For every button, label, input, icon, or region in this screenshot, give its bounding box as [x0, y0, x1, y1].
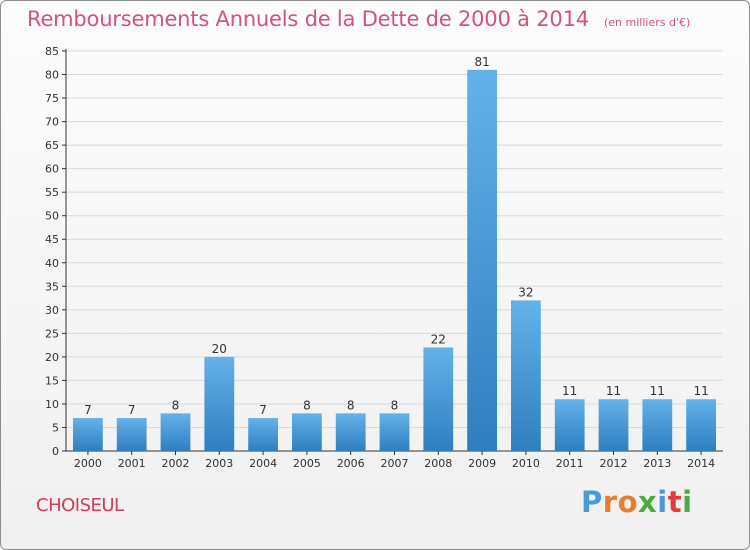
bar-2009: [467, 69, 497, 451]
logo-letter: x: [638, 485, 658, 519]
x-tick-label-2003: 2003: [205, 457, 233, 470]
value-label-2008: 22: [431, 332, 446, 346]
y-tick-label: 40: [45, 257, 59, 270]
y-tick-label: 75: [45, 92, 59, 105]
x-tick-label-2005: 2005: [293, 457, 321, 470]
bar-2002: [160, 413, 191, 451]
bar-2004: [248, 418, 278, 451]
value-label-2003: 20: [212, 342, 227, 356]
bar-2008: [423, 347, 454, 451]
x-tick-labels: 2000 2001 2002 2003 2004 2005 2006 2007 2008 2009…: [74, 457, 715, 470]
x-tick-label-2002: 2002: [162, 457, 190, 470]
x-tick-label-2012: 2012: [600, 457, 628, 470]
bar-2005: [292, 413, 322, 451]
value-label-2013: 11: [650, 384, 665, 398]
logo-letter: P: [581, 485, 603, 519]
logo-letter: o: [617, 485, 639, 519]
x-tick-label-2006: 2006: [337, 457, 365, 470]
y-tick-label: 50: [45, 210, 59, 223]
bars: [73, 69, 716, 451]
x-tick-label-2004: 2004: [249, 457, 277, 470]
logo-letter: t: [667, 485, 683, 519]
chart-unit: (en milliers d'€): [604, 16, 691, 29]
value-label-2005: 8: [303, 398, 311, 412]
y-tick-label: 25: [45, 327, 59, 340]
value-label-2002: 8: [172, 398, 180, 412]
logo-letter: i: [657, 485, 668, 519]
commune-name: CHOISEUL: [36, 495, 124, 516]
x-tick-label-2010: 2010: [512, 457, 540, 470]
value-label-2010: 32: [518, 285, 533, 299]
y-tick-label: 60: [45, 163, 59, 176]
x-tick-label-2011: 2011: [556, 457, 584, 470]
logo-letter: i: [682, 485, 693, 519]
y-tick-label: 5: [52, 421, 59, 434]
x-tick-label-2000: 2000: [74, 457, 102, 470]
value-label-2014: 11: [693, 384, 708, 398]
y-tick-label: 0: [52, 445, 59, 458]
bar-2012: [598, 399, 629, 451]
bar-2011: [554, 399, 585, 451]
value-label-2011: 11: [562, 384, 577, 398]
bar-2001: [116, 418, 147, 451]
x-tick-label-2014: 2014: [687, 457, 715, 470]
value-label-2009: 81: [474, 55, 489, 69]
bar-2003: [204, 356, 235, 451]
y-tick-label: 55: [45, 186, 59, 199]
value-label-2012: 11: [606, 384, 621, 398]
gridlines: [66, 50, 723, 428]
value-label-2000: 7: [84, 403, 92, 417]
bar-2000: [73, 418, 103, 451]
x-tick-label-2009: 2009: [468, 457, 496, 470]
bar-2007: [379, 413, 410, 451]
x-tick-label-2013: 2013: [643, 457, 671, 470]
y-tick-label: 65: [45, 139, 59, 152]
logo-letter: r: [602, 485, 618, 519]
y-tick-labels: 0 5 10 15 20 25 30 35 40 45 50 55 60 65 70 75 80 85: [45, 45, 59, 458]
x-tick-label-2007: 2007: [381, 457, 409, 470]
y-tick-label: 20: [45, 351, 59, 364]
y-tick-label: 80: [45, 69, 59, 82]
proxiti-logo: Proxiti: [581, 485, 711, 525]
chart-title: Remboursements Annuels de la Dette de 20…: [27, 7, 589, 31]
chart-title-row: Remboursements Annuels de la Dette de 20…: [27, 7, 727, 41]
y-tick-label: 10: [45, 398, 59, 411]
axes: [62, 49, 723, 455]
y-tick-label: 15: [45, 374, 59, 387]
y-tick-label: 35: [45, 280, 59, 293]
bar-2006: [335, 413, 366, 451]
value-label-2001: 7: [128, 403, 136, 417]
value-label-2007: 8: [391, 398, 399, 412]
value-labels: 7 7 8 20 7 8 8 8 22 81 32 11 11 11 11: [84, 55, 709, 417]
value-label-2006: 8: [347, 398, 355, 412]
bar-2013: [642, 399, 673, 451]
y-tick-label: 30: [45, 304, 59, 317]
bar-2014: [686, 399, 716, 451]
value-label-2004: 7: [259, 403, 267, 417]
x-tick-label-2001: 2001: [118, 457, 146, 470]
y-tick-label: 45: [45, 233, 59, 246]
y-tick-label: 70: [45, 116, 59, 129]
bar-2010: [511, 300, 541, 451]
x-tick-label-2008: 2008: [424, 457, 452, 470]
y-tick-label: 85: [45, 45, 59, 58]
